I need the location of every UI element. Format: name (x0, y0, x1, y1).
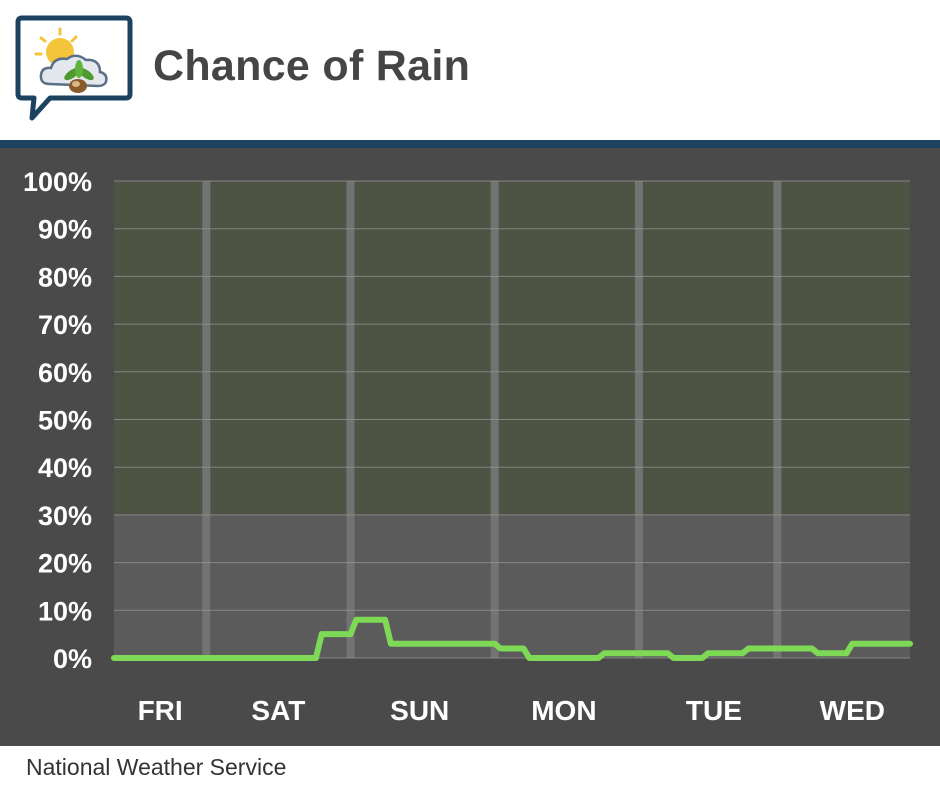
x-day-label-sun: SUN (390, 695, 449, 726)
y-tick-label: 100% (23, 167, 92, 197)
rain-chance-line-0 (111, 616, 913, 661)
y-tick-label: 0% (53, 644, 92, 674)
x-day-label-mon: MON (531, 695, 596, 726)
y-tick-label: 80% (38, 262, 92, 292)
source-credit: National Weather Service (26, 754, 287, 780)
header-divider (0, 140, 940, 148)
plot-band-upper (114, 181, 910, 515)
y-tick-label: 70% (38, 310, 92, 340)
x-day-label-tue: TUE (686, 695, 742, 726)
header: Chance of Rain (0, 0, 940, 140)
page-title: Chance of Rain (153, 42, 471, 90)
weather-partly-sunny-leaf-icon (15, 15, 133, 121)
y-tick-label: 50% (38, 406, 92, 436)
y-tick-label: 60% (38, 358, 92, 388)
y-tick-label: 90% (38, 215, 92, 245)
y-tick-label: 40% (38, 453, 92, 483)
x-day-label-sat: SAT (251, 695, 305, 726)
rain-chance-chart: 0% 10% 20% 30% 40% 50% 60% 70% 80% 90% 100% FRI SAT S… (23, 167, 913, 726)
y-tick-label: 30% (38, 501, 92, 531)
y-tick-label: 10% (38, 596, 92, 626)
x-day-label-fri: FRI (138, 695, 183, 726)
chart-panel: 0% 10% 20% 30% 40% 50% 60% 70% 80% 90% 100% FRI SAT S… (0, 148, 940, 746)
y-tick-label: 20% (38, 549, 92, 579)
plot-band-lower (114, 514, 910, 658)
x-day-label-wed: WED (820, 695, 885, 726)
